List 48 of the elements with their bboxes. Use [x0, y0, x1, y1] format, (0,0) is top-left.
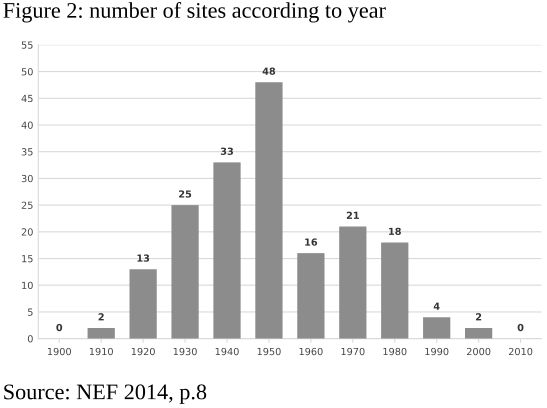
x-tick-label: 2010: [508, 348, 532, 356]
bar: [171, 205, 199, 339]
bar: [88, 328, 115, 339]
data-label: 48: [262, 67, 276, 75]
y-tick-label: 30: [22, 174, 33, 182]
y-tick-label: 40: [22, 121, 33, 129]
data-label: 21: [346, 212, 359, 219]
y-tick-label: 10: [22, 282, 33, 290]
x-tick-label: 1940: [216, 348, 239, 356]
y-tick-label: 15: [22, 255, 33, 262]
data-label: 4: [434, 302, 440, 310]
x-tick-label: 1920: [132, 348, 155, 356]
data-label: 18: [389, 228, 401, 236]
data-label: 25: [179, 190, 192, 198]
data-label: 16: [305, 238, 318, 246]
x-tick-label: 2000: [466, 348, 490, 356]
data-label: 33: [220, 148, 233, 155]
bar: [381, 242, 408, 339]
x-tick-label: 1980: [383, 348, 406, 356]
chart-title: Figure 2: number of sites according to year: [3, 2, 386, 22]
source-note: Source: NEF 2014, p.8: [4, 384, 206, 404]
x-tick-label: 1930: [174, 348, 197, 356]
bar: [130, 269, 157, 339]
x-tick-label: 1970: [342, 348, 365, 356]
y-tick-label: 5: [28, 308, 33, 316]
x-tick-label: 1990: [425, 348, 448, 356]
data-label: 13: [137, 254, 150, 262]
x-tick-label: 1950: [258, 348, 281, 356]
bar: [297, 253, 325, 339]
y-tick-label: 50: [22, 68, 33, 76]
data-label: 0: [518, 324, 524, 332]
y-tick-label: 35: [22, 148, 33, 156]
bar: [339, 226, 366, 339]
bar: [213, 162, 241, 339]
y-tick-label: 45: [22, 94, 33, 102]
bar: [255, 82, 283, 339]
bar: [423, 317, 450, 339]
y-tick-label: 25: [22, 202, 33, 209]
x-tick-label: 1960: [300, 348, 323, 356]
x-tick-label: 1900: [48, 348, 71, 356]
bar: [464, 328, 492, 339]
data-label: 0: [56, 324, 62, 332]
y-tick-label: 0: [28, 335, 33, 342]
y-tick-label: 55: [22, 41, 33, 49]
data-label: 2: [476, 313, 482, 320]
data-label: 2: [98, 313, 104, 320]
y-tick-label: 20: [22, 228, 33, 236]
x-tick-label: 1910: [90, 348, 113, 356]
